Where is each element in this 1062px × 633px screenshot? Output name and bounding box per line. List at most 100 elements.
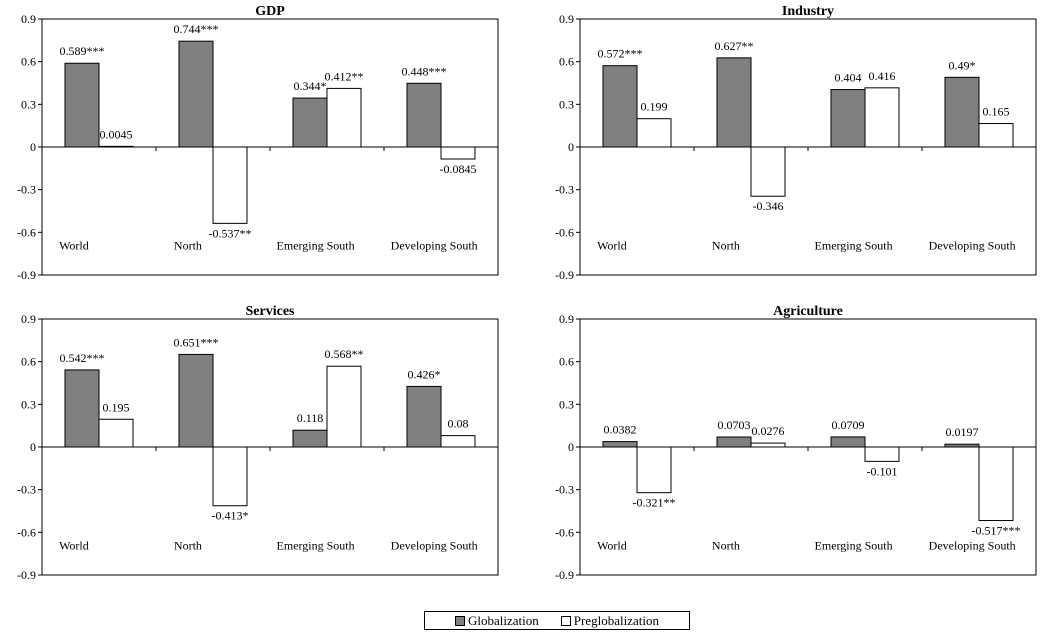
- bar-globalization: [602, 441, 638, 448]
- bar-globalization: [602, 65, 638, 148]
- y-tick-label: -0.9: [17, 568, 36, 582]
- bar-preglobalization: [978, 123, 1014, 148]
- legend-label-preglobalization: Preglobalization: [573, 612, 659, 628]
- data-label-preglobalization: -0.0845: [440, 162, 477, 176]
- bar-globalization: [830, 436, 866, 448]
- data-label-globalization: 0.49*: [949, 58, 976, 72]
- data-label-preglobalization: 0.416: [869, 69, 896, 83]
- bar-globalization: [406, 385, 442, 448]
- chart-title: Services: [246, 304, 296, 319]
- y-tick-label: 0: [568, 440, 574, 454]
- bar-preglobalization: [98, 145, 134, 148]
- data-label-globalization: 0.0382: [604, 423, 637, 437]
- y-tick-label: 0.3: [559, 97, 574, 111]
- legend-label-globalization: Globalization: [468, 612, 539, 628]
- data-label-preglobalization: 0.195: [103, 400, 130, 414]
- bar-preglobalization: [978, 446, 1014, 522]
- category-label: World: [597, 538, 627, 552]
- data-label-preglobalization: 0.165: [983, 105, 1010, 119]
- bar-globalization: [64, 62, 100, 148]
- bar-preglobalization: [212, 446, 248, 507]
- y-tick-label: 0.6: [559, 55, 574, 69]
- data-label-globalization: 0.426*: [408, 367, 441, 381]
- data-label-globalization: 0.651***: [174, 335, 219, 349]
- y-tick-label: 0.3: [559, 397, 574, 411]
- data-label-preglobalization: -0.101: [867, 464, 898, 478]
- legend-item-globalization: Globalization: [455, 613, 539, 629]
- data-label-preglobalization: -0.321**: [633, 496, 676, 510]
- y-tick-label: 0.9: [559, 12, 574, 26]
- y-tick-label: -0.6: [555, 525, 574, 539]
- legend-swatch-globalization: [455, 615, 466, 626]
- bar-globalization: [944, 76, 980, 148]
- bar-preglobalization: [440, 146, 476, 160]
- category-label: Developing South: [391, 538, 478, 552]
- category-label: North: [712, 538, 740, 552]
- legend-swatch-preglobalization: [560, 615, 571, 626]
- data-label-globalization: 0.0703: [718, 418, 751, 432]
- y-tick-label: -0.3: [17, 183, 36, 197]
- y-tick-label: -0.6: [17, 225, 36, 239]
- category-label: North: [712, 238, 740, 252]
- y-tick-label: 0.6: [559, 355, 574, 369]
- legend: Globalization Preglobalization: [424, 611, 690, 630]
- y-tick-label: 0: [568, 140, 574, 154]
- y-tick-label: 0.9: [559, 312, 574, 326]
- bar-globalization: [64, 369, 100, 448]
- y-tick-label: -0.9: [17, 268, 36, 282]
- bar-globalization: [716, 436, 752, 448]
- bar-preglobalization: [326, 87, 362, 148]
- y-tick-label: 0: [30, 140, 36, 154]
- category-label: Emerging South: [277, 538, 355, 552]
- bar-globalization: [830, 89, 866, 148]
- y-tick-label: 0: [30, 440, 36, 454]
- y-tick-label: -0.3: [17, 483, 36, 497]
- data-label-globalization: 0.542***: [60, 351, 105, 365]
- data-label-preglobalization: 0.0045: [100, 127, 133, 141]
- bar-preglobalization: [636, 118, 672, 148]
- data-label-globalization: 0.118: [297, 411, 324, 425]
- data-label-globalization: 0.448***: [402, 64, 447, 78]
- bar-globalization: [292, 97, 328, 148]
- data-label-preglobalization: -0.346: [753, 199, 784, 213]
- y-tick-label: -0.3: [555, 483, 574, 497]
- bar-preglobalization: [750, 442, 786, 448]
- bar-globalization: [292, 429, 328, 448]
- category-label: Developing South: [391, 238, 478, 252]
- data-label-preglobalization: 0.0276: [752, 424, 785, 438]
- data-label-preglobalization: 0.08: [448, 417, 469, 431]
- bar-preglobalization: [212, 146, 248, 224]
- data-label-preglobalization: 0.199: [641, 100, 668, 114]
- category-label: Emerging South: [815, 238, 893, 252]
- data-label-preglobalization: 0.412**: [325, 69, 364, 83]
- bar-preglobalization: [864, 87, 900, 148]
- bar-globalization: [716, 57, 752, 148]
- legend-item-preglobalization: Preglobalization: [560, 612, 659, 629]
- data-label-globalization: 0.627**: [715, 39, 754, 53]
- bar-globalization: [178, 353, 214, 448]
- data-label-globalization: 0.572***: [598, 47, 643, 61]
- category-label: North: [174, 238, 202, 252]
- bar-globalization: [944, 443, 980, 448]
- y-tick-label: -0.9: [555, 268, 574, 282]
- data-label-globalization: 0.0197: [946, 425, 979, 439]
- y-tick-label: 0.3: [21, 97, 36, 111]
- chart-title: Industry: [782, 4, 834, 19]
- category-label: Developing South: [929, 238, 1016, 252]
- bar-globalization: [178, 40, 214, 148]
- y-tick-label: -0.3: [555, 183, 574, 197]
- data-label-preglobalization: -0.517***: [972, 524, 1021, 538]
- data-label-globalization: 0.344*: [294, 79, 327, 93]
- bar-preglobalization: [98, 418, 134, 448]
- bar-preglobalization: [326, 365, 362, 448]
- bar-globalization: [406, 82, 442, 148]
- y-tick-label: 0.9: [21, 12, 36, 26]
- data-label-globalization: 0.404: [835, 71, 862, 85]
- y-tick-label: 0.6: [21, 55, 36, 69]
- category-label: World: [59, 238, 89, 252]
- bar-preglobalization: [864, 446, 900, 462]
- category-label: Developing South: [929, 538, 1016, 552]
- data-label-globalization: 0.589***: [60, 44, 105, 58]
- y-tick-label: 0.9: [21, 312, 36, 326]
